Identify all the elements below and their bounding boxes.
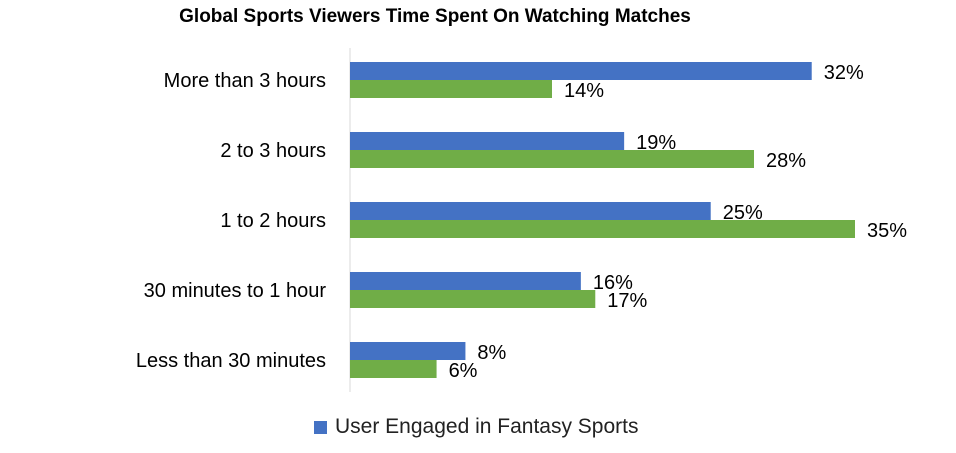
bar-series-2 (350, 150, 754, 168)
legend-label: User Engaged in Fantasy Sports (335, 415, 639, 438)
category-label: 1 to 2 hours (220, 210, 326, 232)
data-label: 17% (607, 290, 647, 312)
bar-series-1 (350, 342, 466, 360)
category-label: 2 to 3 hours (220, 140, 326, 162)
data-label: 32% (824, 62, 864, 84)
category-label: 30 minutes to 1 hour (144, 280, 327, 302)
data-label: 6% (449, 360, 478, 382)
data-label: 19% (636, 132, 676, 154)
bar-series-1 (350, 202, 711, 220)
bar-series-2 (350, 80, 552, 98)
data-label: 8% (477, 342, 506, 364)
data-label: 14% (564, 80, 604, 102)
data-label: 25% (723, 202, 763, 224)
legend-swatch (314, 420, 327, 434)
bar-series-2 (350, 220, 855, 238)
legend: User Engaged in Fantasy Sports (314, 415, 639, 439)
bar-series-1 (350, 62, 812, 80)
data-label: 16% (593, 272, 633, 294)
data-label: 35% (867, 220, 907, 242)
category-label: Less than 30 minutes (136, 350, 326, 372)
bar-series-1 (350, 272, 581, 290)
chart-title: Global Sports Viewers Time Spent On Watc… (179, 6, 691, 27)
category-label: More than 3 hours (164, 70, 326, 92)
data-label: 28% (766, 150, 806, 172)
bar-series-2 (350, 360, 437, 378)
bar-series-1 (350, 132, 625, 150)
bar-series-2 (350, 290, 596, 308)
